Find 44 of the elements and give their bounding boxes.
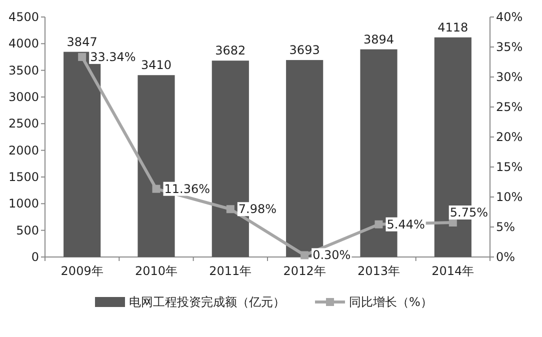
y2-tick-label: 25% [496, 100, 523, 114]
x-tick-label: 2012年 [283, 264, 326, 278]
y2-tick-label: 20% [496, 130, 523, 144]
x-tick-label: 2010年 [134, 264, 178, 278]
y-tick-label: 2000 [8, 143, 39, 158]
y2-tick-label: 5% [496, 220, 516, 234]
y-tick-label: 2500 [8, 116, 39, 131]
data-label: 3693 [289, 43, 320, 58]
data-label: 33.34% [90, 50, 136, 64]
y2-tick-label: 40% [496, 10, 523, 24]
data-label: 3894 [363, 32, 394, 46]
x-tick-label: 2014年 [432, 264, 474, 278]
y-tick-label: 3500 [8, 63, 39, 78]
y2-tick-label: 0% [496, 250, 516, 264]
point [300, 251, 309, 260]
data-label: 3410 [140, 58, 172, 72]
data-label: 5.75% [450, 206, 488, 220]
y2-tick-label: 35% [496, 40, 523, 54]
data-label: 4118 [438, 20, 468, 34]
y-tick-label: 1000 [8, 196, 39, 211]
data-label: 7.98% [238, 202, 277, 216]
legend-label: 同比增长（%） [349, 295, 432, 309]
x-tick-label: 2009年 [60, 264, 104, 278]
y-tick-label: 0 [31, 250, 39, 264]
y-tick-label: 500 [16, 223, 39, 238]
y2-tick-label: 30% [496, 70, 523, 84]
x-tick-label: 2011年 [209, 264, 252, 278]
point [374, 220, 383, 228]
legend-label: 电网工程投资完成额（亿元） [129, 295, 285, 309]
y2-tick-label: 10% [496, 190, 523, 204]
point [152, 184, 160, 193]
y-tick-label: 3000 [8, 90, 39, 104]
x-tick-label: 2013年 [357, 264, 400, 278]
data-label: 3847 [66, 34, 98, 49]
y-tick-label: 4500 [8, 10, 39, 24]
data-label: 11.36% [164, 182, 210, 196]
point [226, 205, 234, 214]
y-tick-label: 4000 [8, 36, 39, 51]
data-label: 5.44% [386, 217, 425, 232]
y-tick-label: 1500 [8, 170, 39, 184]
y2-tick-label: 15% [496, 160, 523, 174]
data-label: 3682 [215, 44, 246, 58]
data-label: 0.30% [312, 248, 351, 262]
point [78, 52, 86, 61]
